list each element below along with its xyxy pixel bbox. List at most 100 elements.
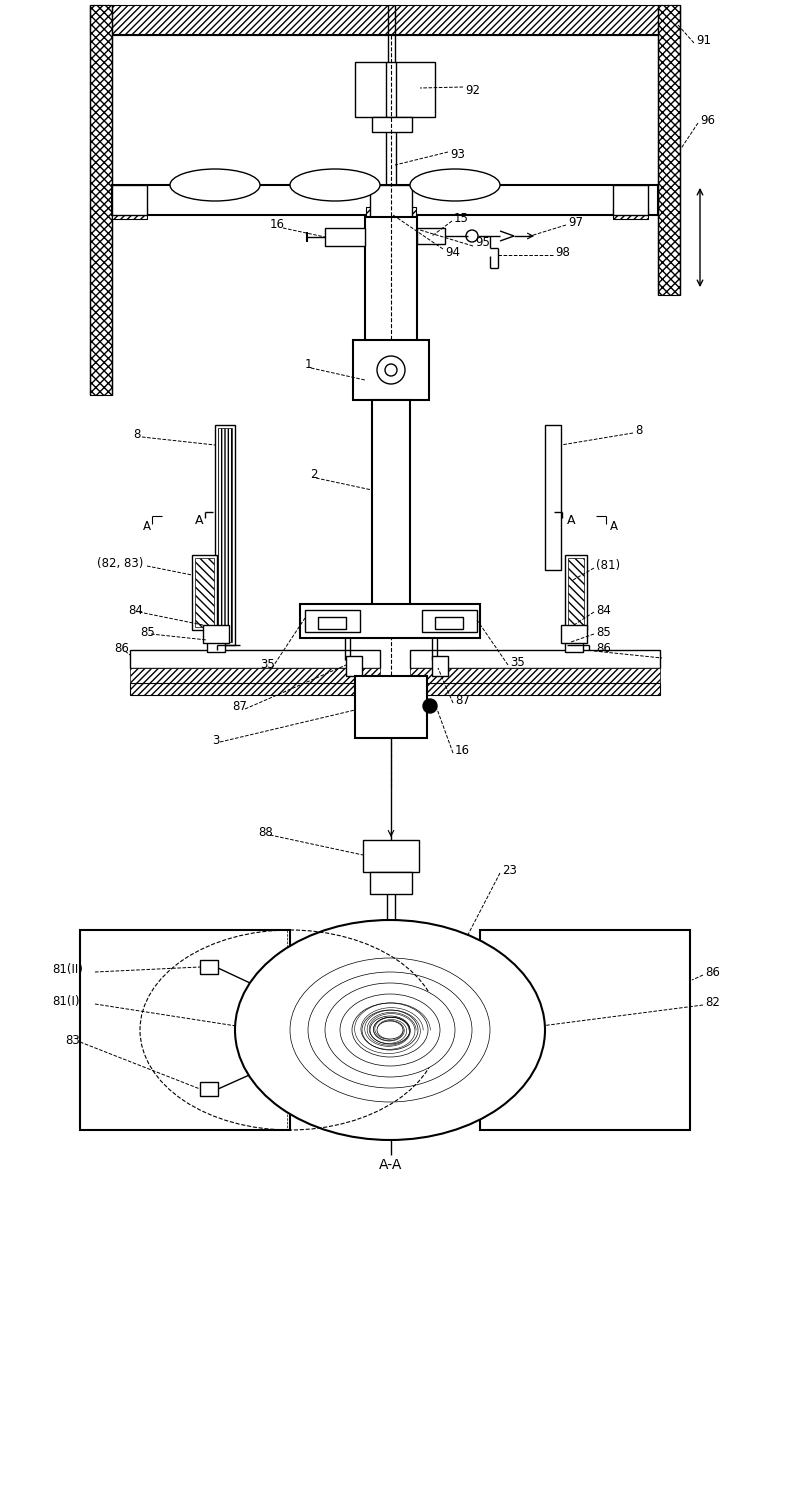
Text: 16: 16 <box>455 744 470 757</box>
Bar <box>365 217 417 372</box>
Bar <box>218 428 232 642</box>
Bar <box>112 184 147 216</box>
Text: 35: 35 <box>260 659 274 672</box>
Text: 15: 15 <box>454 211 469 225</box>
Text: 94: 94 <box>445 245 460 259</box>
Text: 87: 87 <box>232 699 247 712</box>
Bar <box>318 617 346 629</box>
Bar <box>381 929 399 946</box>
Text: 95: 95 <box>475 236 490 250</box>
Text: 35: 35 <box>510 656 525 669</box>
Text: A: A <box>195 513 203 526</box>
Text: A: A <box>610 520 618 534</box>
Bar <box>200 961 218 974</box>
Bar <box>568 558 584 628</box>
Bar <box>355 62 435 117</box>
Bar <box>130 650 380 668</box>
Bar <box>203 625 229 642</box>
Bar <box>130 668 380 683</box>
Text: (82, 83): (82, 83) <box>97 556 143 570</box>
Text: 92: 92 <box>465 83 480 97</box>
Text: 3: 3 <box>212 733 219 746</box>
Ellipse shape <box>170 170 260 201</box>
Bar <box>410 668 660 683</box>
Bar <box>545 425 561 570</box>
Bar <box>435 617 463 629</box>
Bar <box>658 4 680 294</box>
Ellipse shape <box>352 1004 428 1057</box>
Bar <box>370 184 412 217</box>
Text: 98: 98 <box>555 245 570 259</box>
Text: 84: 84 <box>128 604 143 617</box>
Bar <box>381 1112 399 1127</box>
Bar <box>565 639 583 651</box>
Text: A: A <box>567 513 575 526</box>
Ellipse shape <box>340 993 440 1066</box>
Text: 1: 1 <box>305 358 313 372</box>
Bar <box>565 555 587 630</box>
Bar <box>561 625 587 642</box>
Text: 84: 84 <box>596 604 611 617</box>
Bar <box>410 650 660 668</box>
Bar <box>112 184 658 216</box>
Bar <box>432 656 448 677</box>
Text: 82: 82 <box>705 995 720 1008</box>
Text: 88: 88 <box>258 825 273 839</box>
Bar <box>422 610 477 632</box>
Bar <box>300 604 480 638</box>
Text: 2: 2 <box>310 468 318 482</box>
Bar <box>195 558 214 628</box>
Circle shape <box>423 699 437 712</box>
Text: A-A: A-A <box>379 1158 402 1172</box>
Ellipse shape <box>290 170 380 201</box>
Text: A: A <box>143 520 151 534</box>
Text: 83: 83 <box>65 1033 80 1047</box>
Text: 8: 8 <box>635 424 642 437</box>
Text: 87: 87 <box>455 693 470 706</box>
Bar <box>207 639 225 651</box>
Bar <box>130 683 380 694</box>
Ellipse shape <box>370 1016 410 1044</box>
Text: 97: 97 <box>568 216 583 229</box>
Text: 85: 85 <box>140 626 154 638</box>
Text: 96: 96 <box>700 113 715 126</box>
Text: 8: 8 <box>133 428 140 442</box>
Bar <box>112 207 147 219</box>
Text: 81(I): 81(I) <box>52 995 79 1008</box>
Text: 81(II): 81(II) <box>52 964 83 977</box>
Text: 86: 86 <box>705 965 720 978</box>
Bar <box>90 4 112 396</box>
Text: 93: 93 <box>450 149 465 162</box>
Bar <box>200 1083 218 1096</box>
Bar <box>90 4 680 36</box>
Ellipse shape <box>377 1022 403 1039</box>
Text: 86: 86 <box>114 641 129 654</box>
Bar <box>353 341 429 400</box>
Bar <box>80 929 290 1130</box>
Text: 86: 86 <box>596 641 611 654</box>
Ellipse shape <box>410 170 500 201</box>
Bar <box>325 228 365 245</box>
Ellipse shape <box>308 972 472 1088</box>
Bar <box>305 610 360 632</box>
Text: 23: 23 <box>502 864 517 876</box>
Bar <box>370 871 412 894</box>
Bar <box>410 683 660 694</box>
Bar <box>613 184 648 216</box>
Ellipse shape <box>325 983 455 1077</box>
Ellipse shape <box>362 1010 418 1050</box>
Bar <box>215 425 235 645</box>
Bar <box>372 400 410 630</box>
Bar <box>363 840 419 871</box>
Text: 85: 85 <box>596 626 610 638</box>
Bar <box>480 929 690 1130</box>
Text: 16: 16 <box>270 219 285 232</box>
Ellipse shape <box>235 920 545 1141</box>
Text: 91: 91 <box>696 34 711 46</box>
Ellipse shape <box>290 958 490 1102</box>
Bar <box>372 117 412 132</box>
Bar <box>262 1025 280 1036</box>
Bar <box>355 677 427 738</box>
Bar <box>490 1025 508 1036</box>
Bar <box>346 656 362 677</box>
